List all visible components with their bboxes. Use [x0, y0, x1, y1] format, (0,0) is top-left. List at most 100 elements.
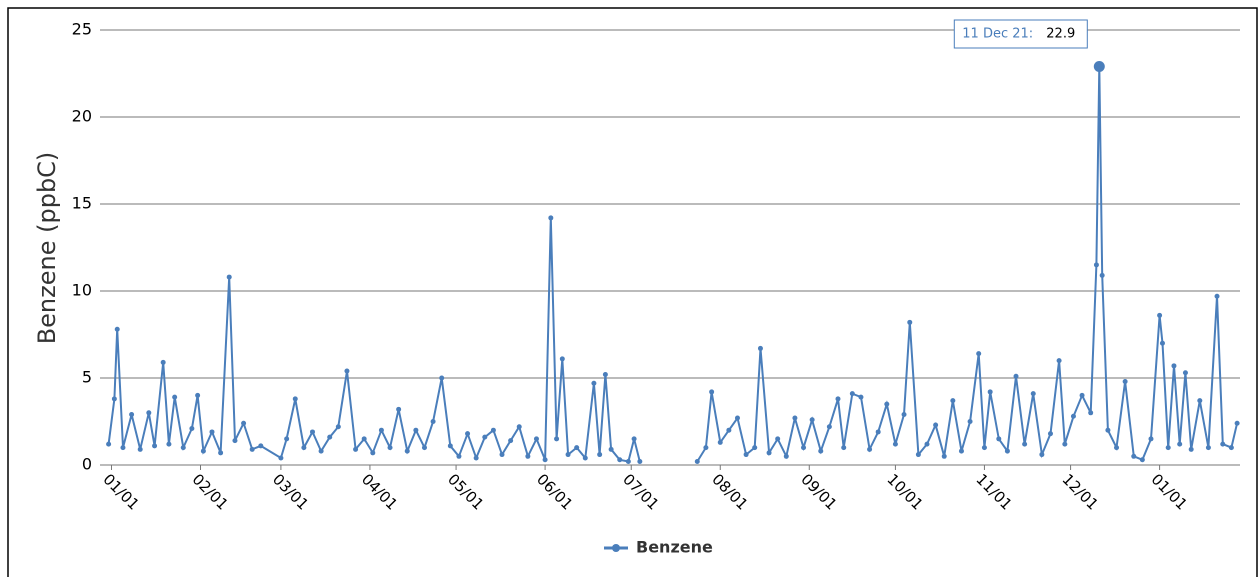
data-point [608, 446, 614, 452]
data-point [726, 427, 732, 433]
data-point [180, 445, 186, 451]
data-point [1188, 446, 1194, 452]
x-tick-label: 04/01 [358, 470, 401, 513]
legend-label[interactable]: Benzene [636, 538, 713, 557]
data-point [858, 394, 864, 400]
data-point [137, 446, 143, 452]
data-point [901, 412, 907, 418]
y-tick-label: 25 [72, 20, 92, 39]
data-point [508, 438, 514, 444]
data-point [482, 434, 488, 440]
x-tick-label: 06/01 [533, 470, 576, 513]
y-tick-label: 20 [72, 107, 92, 126]
data-point [129, 412, 135, 418]
x-tick-label: 02/01 [188, 470, 231, 513]
data-point [818, 448, 824, 454]
data-point [734, 415, 740, 421]
data-point [1177, 441, 1183, 447]
data-point [301, 445, 307, 451]
data-point [490, 427, 496, 433]
series-line [107, 66, 1239, 463]
data-point [637, 459, 643, 465]
data-point [875, 429, 881, 435]
x-tick-label: 03/01 [269, 470, 312, 513]
data-point [884, 401, 890, 407]
data-point [907, 319, 913, 325]
data-point [465, 431, 471, 437]
data-point [361, 436, 367, 442]
data-point [189, 425, 195, 431]
tooltip-value: 22.9 [1046, 27, 1075, 42]
data-point [120, 445, 126, 451]
y-tick-label: 10 [72, 281, 92, 300]
data-point [533, 436, 539, 442]
data-point [1234, 420, 1240, 426]
data-point [792, 415, 798, 421]
data-point [226, 274, 232, 280]
data-point [172, 394, 178, 400]
data-point [1228, 445, 1234, 451]
data-point [370, 450, 376, 456]
x-tick-label: 11/01 [972, 470, 1015, 513]
data-point [232, 438, 238, 444]
data-point [1165, 445, 1171, 451]
data-point [924, 441, 930, 447]
y-tick-label: 0 [82, 455, 92, 474]
data-point [967, 419, 973, 424]
data-point [1004, 448, 1010, 454]
data-point [835, 396, 841, 402]
data-point [166, 441, 172, 447]
data-point [933, 422, 939, 428]
data-point [241, 420, 247, 426]
data-point [1039, 452, 1045, 458]
data-point [249, 446, 255, 452]
data-point [146, 410, 152, 416]
data-point [378, 427, 384, 433]
data-point [387, 445, 393, 451]
data-point [996, 436, 1002, 442]
y-axis-title: Benzene (ppbC) [33, 152, 61, 345]
data-point [335, 424, 341, 430]
data-point [430, 419, 436, 424]
data-point [1093, 262, 1099, 268]
data-point [1114, 445, 1120, 451]
data-point [327, 434, 333, 440]
data-point [766, 450, 772, 456]
data-point [525, 453, 531, 459]
data-point [218, 450, 224, 456]
data-point [849, 391, 855, 397]
data-point [1047, 431, 1053, 437]
data-point [152, 443, 158, 449]
data-point [941, 453, 947, 459]
highlight-point [1093, 61, 1105, 73]
x-tick-label: 12/01 [1059, 470, 1102, 513]
data-point [958, 448, 964, 454]
data-point [757, 345, 763, 351]
tooltip: 11 Dec 21: 22.9 [953, 19, 1088, 49]
data-point [200, 448, 206, 454]
data-point [1220, 441, 1226, 447]
data-point [439, 375, 445, 381]
data-point [106, 441, 112, 447]
data-point [775, 436, 781, 442]
data-point [602, 372, 608, 378]
data-point [499, 452, 505, 458]
data-point [717, 439, 723, 445]
data-point [801, 445, 807, 451]
data-point [867, 446, 873, 452]
data-point [559, 356, 565, 362]
x-tick-label: 01/01 [1148, 470, 1191, 513]
data-point [1062, 441, 1068, 447]
data-point [1099, 272, 1105, 278]
data-point [516, 424, 522, 430]
data-point [456, 453, 462, 459]
data-point [209, 429, 215, 435]
data-point [841, 445, 847, 451]
data-point [1205, 445, 1211, 451]
data-point [1070, 413, 1076, 419]
x-tick-label: 01/01 [99, 470, 142, 513]
data-point [1139, 457, 1145, 463]
data-point [292, 396, 298, 402]
data-point [344, 368, 350, 374]
